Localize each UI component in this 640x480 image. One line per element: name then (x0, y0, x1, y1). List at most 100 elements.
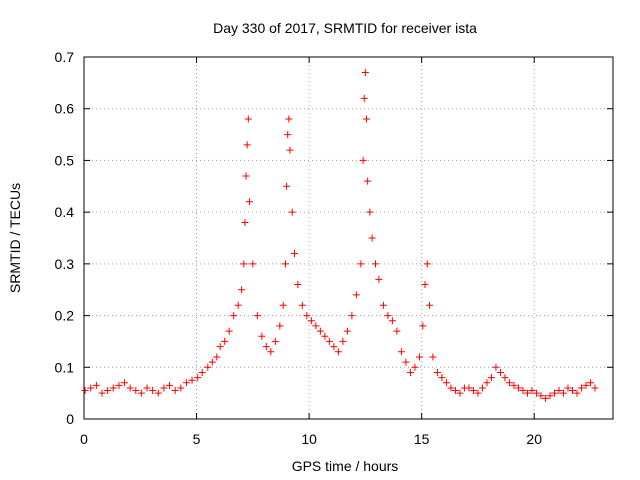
data-point (166, 381, 174, 389)
data-point (298, 301, 306, 309)
data-points (81, 69, 599, 402)
data-point (541, 394, 549, 402)
x-tick-label: 0 (80, 431, 88, 447)
data-point (411, 363, 419, 371)
data-point (208, 358, 216, 366)
data-point (364, 177, 372, 185)
data-point (474, 389, 482, 397)
data-point (483, 379, 491, 387)
data-point (419, 322, 427, 330)
data-point (230, 312, 238, 320)
data-point (478, 384, 486, 392)
data-point (363, 115, 371, 123)
data-point (582, 381, 590, 389)
data-point (194, 374, 202, 382)
data-point (330, 343, 338, 351)
data-point (423, 260, 431, 268)
data-point (564, 384, 572, 392)
data-point (244, 115, 252, 123)
data-point (267, 348, 275, 356)
data-point (393, 327, 401, 335)
data-point (406, 368, 414, 376)
y-tick-label: 0.7 (55, 49, 75, 65)
data-point (104, 387, 112, 395)
data-point (388, 317, 396, 325)
data-point (285, 115, 293, 123)
data-point (568, 387, 576, 395)
data-point (537, 392, 545, 400)
data-point (154, 389, 162, 397)
data-point (242, 172, 250, 180)
data-point (496, 368, 504, 376)
data-point (348, 312, 356, 320)
data-point (359, 156, 367, 164)
data-point (213, 353, 221, 361)
data-point (225, 327, 233, 335)
data-point (188, 376, 196, 384)
data-point (465, 384, 473, 392)
x-tick-label: 5 (193, 431, 201, 447)
data-point (523, 389, 531, 397)
data-point (258, 332, 266, 340)
data-point (171, 387, 179, 395)
data-point (281, 260, 289, 268)
data-point (546, 392, 554, 400)
data-point (372, 260, 380, 268)
data-point (288, 208, 296, 216)
data-point (577, 384, 585, 392)
data-point (532, 389, 540, 397)
data-point (182, 379, 190, 387)
data-point (290, 250, 298, 258)
data-point (421, 281, 429, 289)
data-point (379, 301, 387, 309)
data-point (514, 384, 522, 392)
data-point (555, 387, 563, 395)
data-point (216, 343, 224, 351)
data-point (456, 389, 464, 397)
data-point (241, 218, 249, 226)
data-point (137, 389, 145, 397)
data-point (198, 368, 206, 376)
data-point (366, 208, 374, 216)
data-point (321, 332, 329, 340)
data-point (501, 374, 509, 382)
x-tick-label: 10 (301, 431, 317, 447)
data-point (469, 387, 477, 395)
data-point (519, 387, 527, 395)
data-point (271, 337, 279, 345)
data-point (550, 389, 558, 397)
y-tick-label: 0.4 (55, 204, 75, 220)
data-point (149, 387, 157, 395)
data-point (339, 337, 347, 345)
data-point (132, 387, 140, 395)
data-point (243, 141, 251, 149)
data-point (442, 379, 450, 387)
data-point (177, 384, 185, 392)
y-tick-label: 0.5 (55, 152, 75, 168)
data-point (325, 337, 333, 345)
y-axis-label: SRMTID / TECUs (7, 183, 23, 293)
y-tick-label: 0.3 (55, 256, 75, 272)
data-point (343, 327, 351, 335)
data-point (221, 337, 229, 345)
data-point (360, 94, 368, 102)
data-point (253, 312, 261, 320)
data-point (284, 131, 292, 139)
data-point (115, 381, 123, 389)
data-point (433, 368, 441, 376)
data-point (238, 286, 246, 294)
y-tick-label: 0.2 (55, 308, 75, 324)
data-point (357, 260, 365, 268)
data-point (591, 384, 599, 392)
data-point (559, 389, 567, 397)
data-point (429, 353, 437, 361)
plot-frame (83, 56, 614, 420)
data-point (143, 384, 151, 392)
data-point (286, 146, 294, 154)
data-point (505, 379, 513, 387)
data-point (368, 234, 376, 242)
data-point (294, 281, 302, 289)
data-point (361, 69, 369, 77)
data-point (126, 384, 134, 392)
data-point (352, 291, 360, 299)
